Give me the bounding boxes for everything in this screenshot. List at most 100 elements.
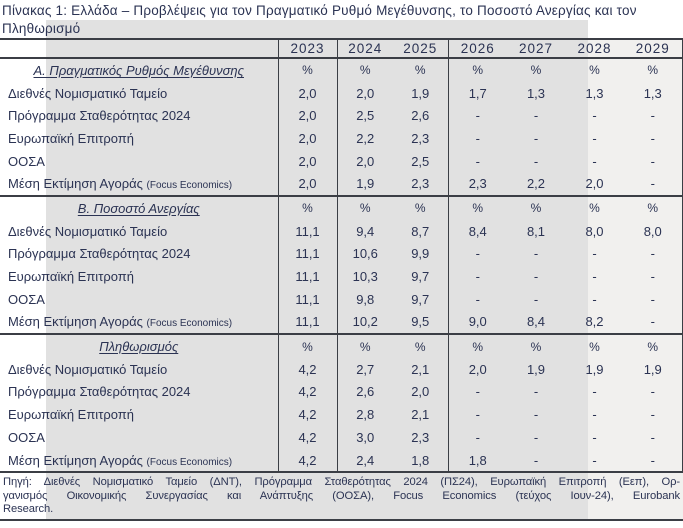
table-row: Μέση Εκτίμηση Αγοράς (Focus Economics) 11… bbox=[0, 310, 683, 335]
value-cell: - bbox=[475, 269, 480, 285]
table-row: Ευρωπαϊκή Επιτροπή 11,1 10,3 9,7 - - - - bbox=[0, 265, 683, 288]
value-cell: - bbox=[592, 407, 597, 423]
table-row: Πρόγραμμα Σταθερότητας 2024 2,0 2,5 2,6 - - - - bbox=[0, 104, 683, 128]
value-cell: 2,0 bbox=[278, 172, 338, 197]
value-cell: 8,0 bbox=[585, 223, 604, 239]
value-cell: 11,1 bbox=[278, 219, 338, 243]
value-cell: 2,0 bbox=[278, 81, 338, 105]
section-header-row: Α. Πραγματικός Ρυθμός Μεγέθυνσης%%%%%%% bbox=[0, 58, 683, 82]
year-header: 2024 bbox=[337, 38, 393, 59]
value-cell: - bbox=[533, 246, 539, 262]
source-note-line: γανισμός Οικονομικής Συνεργασίας και Ανά… bbox=[3, 489, 680, 502]
value-cell: - bbox=[533, 108, 539, 124]
value-cell: 8,4 bbox=[468, 223, 487, 239]
value-cell: 1,8 bbox=[448, 448, 507, 474]
unit-cell: % bbox=[393, 58, 449, 82]
value-cell: 2,0 bbox=[278, 127, 338, 150]
value-cell: - bbox=[624, 149, 683, 173]
value-cell: - bbox=[475, 153, 480, 169]
value-cell: 9,7 bbox=[393, 265, 449, 288]
row-label: Πρόγραμμα Σταθερότητας 2024 bbox=[0, 104, 279, 128]
value-cell: 9,4 bbox=[356, 223, 375, 239]
table-row: ΟΟΣΑ 2,0 2,0 2,5- - - - bbox=[0, 149, 683, 173]
value-cell: 2,8 bbox=[356, 407, 375, 423]
value-cell: 1,9 bbox=[356, 176, 375, 192]
value-cell: - bbox=[624, 448, 683, 474]
row-label: ΟΟΣΑ bbox=[0, 426, 279, 449]
row-label: Πρόγραμμα Σταθερότητας 2024 bbox=[0, 242, 279, 266]
value-cell: 2,0 bbox=[278, 104, 338, 128]
value-cell: - bbox=[533, 429, 539, 445]
table-row: Διεθνές Νομισματικό Ταμείο 2,0 2,0 1,9 1,7 1,… bbox=[0, 81, 683, 105]
unit-cell: % bbox=[393, 333, 449, 358]
unit-cell: % bbox=[589, 63, 600, 78]
value-cell: - bbox=[533, 269, 539, 285]
table-row: Ευρωπαϊκή Επιτροπή 4,2 2,8 2,1 - - - - bbox=[0, 403, 683, 426]
value-cell: 9,8 bbox=[356, 291, 375, 307]
value-cell: 4,2 bbox=[278, 357, 338, 381]
row-label: Ευρωπαϊκή Επιτροπή bbox=[0, 265, 279, 288]
value-cell: 2,0 bbox=[393, 380, 449, 404]
value-cell: 2,1 bbox=[393, 357, 449, 381]
value-cell: - bbox=[475, 384, 480, 400]
value-cell: 11,1 bbox=[278, 310, 338, 335]
row-label-suffix: (Focus Economics) bbox=[146, 318, 233, 330]
unit-cell: % bbox=[393, 195, 449, 220]
unit-cell: % bbox=[565, 195, 624, 220]
unit-cell: % bbox=[624, 58, 683, 82]
row-label: Ευρωπαϊκή Επιτροπή bbox=[0, 127, 279, 150]
row-label: Διεθνές Νομισματικό Ταμείο bbox=[0, 219, 279, 243]
value-cell: 9,9 bbox=[393, 242, 449, 266]
unit-cell: % bbox=[278, 333, 338, 358]
value-cell: - bbox=[533, 407, 539, 423]
section-header-row: Πληθωρισμός%%%%%%% bbox=[0, 333, 683, 358]
value-cell: 2,2 bbox=[526, 176, 546, 192]
value-cell: - bbox=[592, 429, 597, 445]
value-cell: 9,7 bbox=[393, 287, 449, 311]
value-cell: - bbox=[624, 104, 683, 128]
value-cell: - bbox=[592, 246, 597, 262]
value-cell: - bbox=[475, 108, 480, 124]
value-cell: 2,3 bbox=[393, 127, 449, 150]
row-label: ΟΟΣΑ bbox=[0, 287, 279, 311]
value-cell: 4,2 bbox=[278, 403, 338, 426]
value-cell: 3,0 bbox=[356, 429, 375, 445]
value-cell: 10,6 bbox=[352, 246, 378, 262]
value-cell: 8,0 bbox=[624, 219, 683, 243]
corner-cell bbox=[0, 38, 279, 59]
year-header: 2028 bbox=[565, 38, 624, 59]
unit-cell: % bbox=[530, 63, 542, 78]
unit-cell: % bbox=[337, 195, 393, 220]
value-cell: 2,5 bbox=[393, 149, 449, 173]
value-cell: - bbox=[533, 384, 539, 400]
row-label: Πρόγραμμα Σταθερότητας 2024 bbox=[0, 380, 279, 404]
unit-cell: % bbox=[624, 333, 683, 358]
table-row: Μέση Εκτίμηση Αγοράς (Focus Economics) 2,… bbox=[0, 172, 683, 197]
section-header: Α. Πραγματικός Ρυθμός Μεγέθυνσης bbox=[33, 62, 244, 78]
section-header: Πληθωρισμός bbox=[99, 339, 179, 355]
value-cell: 2,3 bbox=[468, 176, 487, 192]
value-cell: - bbox=[507, 448, 565, 474]
value-cell: - bbox=[533, 291, 539, 307]
value-cell: 1,3 bbox=[585, 85, 604, 101]
value-cell: - bbox=[533, 153, 539, 169]
value-cell: 4,2 bbox=[278, 380, 338, 404]
value-cell: - bbox=[624, 265, 683, 288]
row-label: Μέση Εκτίμηση Αγοράς (Focus Economics) bbox=[0, 310, 279, 335]
value-cell: 2,1 bbox=[393, 403, 449, 426]
value-cell: 2,4 bbox=[337, 448, 393, 474]
unit-cell: % bbox=[472, 63, 484, 78]
value-cell: 8,4 bbox=[526, 314, 546, 330]
value-cell: - bbox=[624, 287, 683, 311]
value-cell: 8,7 bbox=[393, 219, 449, 243]
unit-cell: % bbox=[624, 195, 683, 220]
value-cell: - bbox=[565, 448, 624, 474]
value-cell: - bbox=[624, 380, 683, 404]
unit-cell: % bbox=[337, 333, 393, 358]
table-row: Διεθνές Νομισματικό Ταμείο 11,1 9,4 8,7 8,4 8… bbox=[0, 219, 683, 243]
value-cell: - bbox=[624, 242, 683, 266]
value-cell: 2,3 bbox=[393, 172, 449, 197]
value-cell: 1,9 bbox=[585, 361, 604, 377]
row-label-suffix: (Focus Economics) bbox=[146, 456, 233, 468]
value-cell: 2,6 bbox=[393, 104, 449, 128]
